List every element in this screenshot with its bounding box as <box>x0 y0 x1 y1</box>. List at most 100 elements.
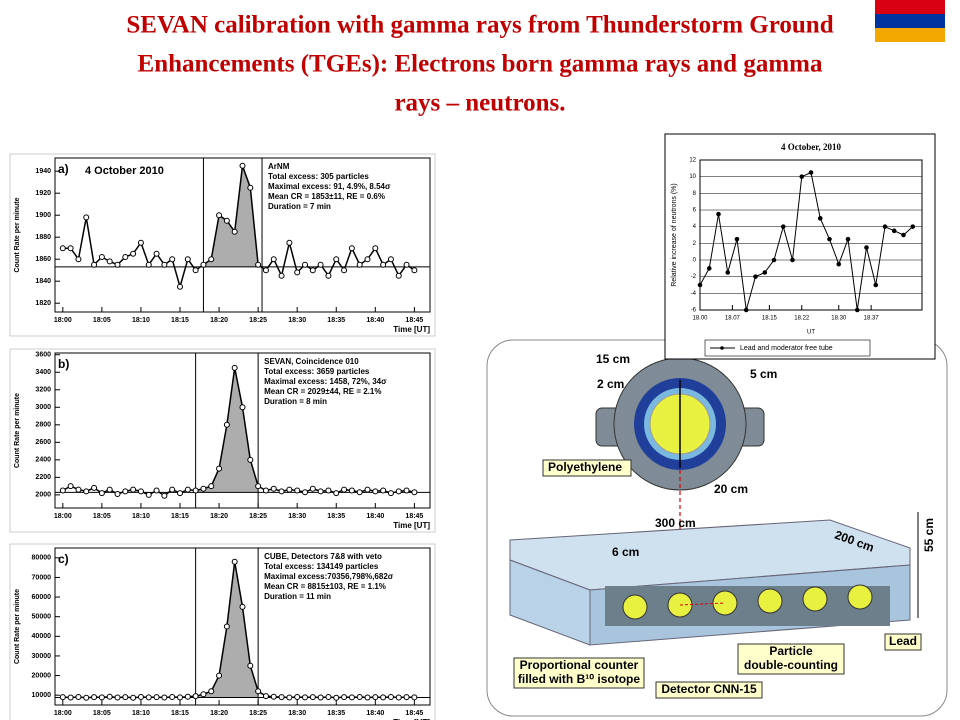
y-tick-label: 6 <box>693 208 697 214</box>
data-point <box>302 489 308 496</box>
annotation: Mean CR = 1853±11, RE = 0.6% <box>268 192 385 201</box>
data-point <box>743 307 749 313</box>
data-point <box>302 261 308 268</box>
y-tick-label: 10000 <box>32 692 52 699</box>
y-tick-label: 2000 <box>35 492 51 499</box>
legend-swatch <box>720 346 724 350</box>
data-point <box>122 488 129 495</box>
data-point <box>325 272 332 279</box>
annotation: ArNM <box>268 162 290 171</box>
flag-orange <box>875 28 945 42</box>
data-point <box>403 261 410 268</box>
data-point <box>223 421 230 428</box>
data-point <box>83 214 90 221</box>
data-point <box>395 694 402 701</box>
annotation: SEVAN, Coincidence 010 <box>264 357 359 366</box>
data-point <box>762 270 768 275</box>
annotation: Total excess: 305 particles <box>268 172 369 181</box>
y-tick-label: 1920 <box>35 190 51 197</box>
y-tick-label: 3000 <box>35 404 51 411</box>
title-line: rays – neutrons. <box>394 90 565 117</box>
data-point <box>200 485 207 492</box>
data-point <box>153 487 160 494</box>
y-tick-label: 1840 <box>35 278 51 285</box>
slab-cavity <box>605 586 890 626</box>
data-point <box>706 266 712 271</box>
data-point <box>98 254 105 260</box>
data-point <box>790 257 795 263</box>
y-tick-label: 30000 <box>32 653 52 660</box>
diagram-label: Detector CNN-15 <box>661 682 757 696</box>
y-tick-label: 1860 <box>35 256 51 263</box>
x-tick-label: 18:15 <box>171 513 189 520</box>
annotation: Mean CR = 2029±44, RE = 2.1% <box>264 387 381 396</box>
x-tick-label: 18:45 <box>405 317 423 324</box>
data-point <box>216 672 223 679</box>
data-point <box>231 228 238 235</box>
x-tick-label: 18:45 <box>405 513 423 520</box>
data-point <box>161 694 168 701</box>
data-point <box>309 694 316 701</box>
data-point <box>380 261 387 268</box>
data-point <box>247 456 254 463</box>
x-axis-label: Time [UT] <box>393 718 430 720</box>
data-point <box>208 256 215 263</box>
data-point <box>75 256 82 263</box>
data-point <box>341 694 348 701</box>
data-point <box>106 486 113 493</box>
x-tick-label: 18:00 <box>54 513 72 520</box>
diagram-label: double-counting <box>744 658 838 672</box>
x-tick-label: 18:25 <box>249 710 267 717</box>
data-point <box>836 261 842 267</box>
data-point <box>122 694 129 701</box>
excess-area <box>195 367 259 493</box>
data-point <box>910 224 916 229</box>
data-point <box>67 694 74 701</box>
data-point <box>262 487 269 494</box>
data-point <box>411 489 418 496</box>
diagram-label: Proportional counter <box>520 658 639 672</box>
x-tick-label: 18:25 <box>249 513 267 520</box>
data-point <box>270 256 277 263</box>
y-tick-label: 1940 <box>35 168 51 175</box>
data-point <box>387 693 394 700</box>
data-point <box>262 267 269 274</box>
flag-red <box>875 0 945 14</box>
x-tick-label: 18:05 <box>93 710 111 717</box>
y-tick-label: 3600 <box>35 352 51 359</box>
data-point <box>286 486 293 493</box>
data-point <box>255 261 262 268</box>
x-tick-label: 18:05 <box>93 513 111 520</box>
data-point <box>808 170 814 175</box>
data-point <box>192 267 199 274</box>
y-tick-label: 2400 <box>35 457 51 464</box>
data-point <box>208 688 215 695</box>
data-point <box>216 212 223 219</box>
data-point <box>882 224 888 229</box>
annotation: Duration = 11 min <box>264 592 331 601</box>
data-point <box>725 270 731 275</box>
data-point <box>333 490 340 497</box>
data-point <box>403 487 410 494</box>
data-point <box>827 236 832 242</box>
tube <box>622 594 648 620</box>
data-point <box>255 483 262 490</box>
data-point <box>891 228 897 234</box>
y-tick-label: 12 <box>689 158 696 164</box>
diagram-label: 5 cm <box>750 367 777 381</box>
y-tick-label: 4 <box>693 224 697 230</box>
data-point <box>278 272 285 279</box>
data-point <box>192 693 199 700</box>
data-point <box>192 487 199 494</box>
data-point <box>364 256 371 263</box>
data-point <box>372 245 379 252</box>
data-point <box>184 693 191 700</box>
x-tick-label: 18:20 <box>210 710 228 717</box>
x-tick-label: 18.22 <box>794 316 810 322</box>
data-point <box>278 694 285 701</box>
data-point <box>137 693 144 700</box>
data-point <box>348 487 355 494</box>
legend-box <box>704 339 871 357</box>
data-point <box>302 694 308 701</box>
data-point <box>106 693 113 700</box>
